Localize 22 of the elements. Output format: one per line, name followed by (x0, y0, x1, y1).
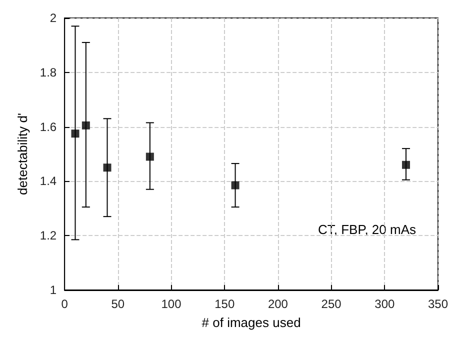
x-tick-label: 50 (111, 297, 125, 311)
x-tick-label: 200 (268, 297, 288, 311)
x-tick-label: 350 (428, 297, 448, 311)
point (71, 130, 80, 138)
y-tick-label: 1 (50, 283, 57, 297)
x-tick-label: 300 (374, 297, 395, 311)
point (402, 160, 410, 169)
x-axis-title: # of images used (202, 315, 301, 330)
y-tick-label: 2 (50, 11, 57, 25)
x-tick-label: 100 (161, 297, 182, 311)
y-tick-label: 1.8 (40, 65, 57, 80)
y-tick-label: 1.6 (40, 120, 57, 134)
point (231, 181, 240, 190)
point (82, 121, 90, 130)
y-tick-label: 1.2 (40, 228, 57, 243)
point (103, 164, 112, 172)
y-axis-title: detectability d' (15, 113, 30, 195)
x-tick-label: 150 (214, 297, 235, 311)
x-tick-label: 250 (321, 297, 342, 311)
point (146, 152, 154, 161)
y-tick-label: 1.4 (40, 174, 57, 188)
x-tick-label: 0 (61, 297, 68, 311)
